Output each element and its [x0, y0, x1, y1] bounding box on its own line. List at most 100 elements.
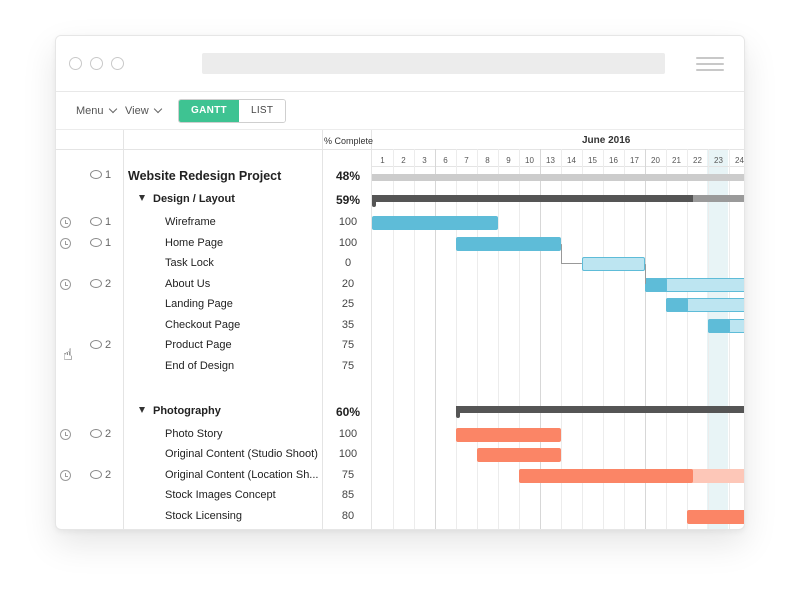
collapse-triangle-icon[interactable]	[139, 407, 145, 413]
percent-complete-value: 35	[341, 319, 355, 331]
comments-count[interactable]: 2	[90, 469, 111, 481]
pct-complete-header: % Complete	[324, 136, 374, 146]
task-name[interactable]: About Us	[165, 278, 210, 290]
dependency-line[interactable]	[645, 264, 646, 284]
comment-bubble-icon	[90, 217, 102, 226]
menu-dropdown[interactable]: Menu	[76, 104, 117, 117]
app-window: Menu View GANTT LIST % Complete June 201…	[55, 35, 745, 530]
task-name[interactable]: Original Content (Location Sh...	[165, 469, 318, 481]
clock-icon[interactable]	[60, 217, 71, 228]
group-summary-progress[interactable]	[372, 195, 693, 202]
task-bar-studio-shoot[interactable]	[477, 448, 561, 462]
dependency-line[interactable]	[561, 263, 582, 264]
percent-complete-value: 20	[341, 278, 355, 290]
chevron-down-icon	[153, 104, 162, 114]
day-label: 16	[609, 156, 618, 165]
gantt-tab[interactable]: GANTT	[179, 100, 239, 122]
view-label: View	[125, 105, 149, 117]
project-name[interactable]: Website Redesign Project	[128, 169, 281, 183]
group-name[interactable]: Design / Layout	[139, 193, 235, 205]
clock-icon[interactable]	[60, 470, 71, 481]
row-label-text: About Us	[165, 278, 211, 290]
row-label-text: Landing Page	[165, 298, 233, 310]
row-label-text: Original Content (Location Sh...	[165, 469, 319, 481]
task-name[interactable]: End of Design	[165, 360, 234, 372]
today-highlight-column	[707, 149, 728, 529]
percent-complete-value: 100	[338, 428, 358, 440]
comments-number: 2	[105, 469, 112, 481]
comments-count[interactable]: 1	[90, 237, 111, 249]
task-bar-photo-story[interactable]	[456, 428, 561, 442]
clock-icon[interactable]	[60, 429, 71, 440]
comments-count[interactable]: 2	[90, 278, 111, 290]
toolbar: Menu View GANTT LIST	[56, 92, 744, 130]
view-dropdown[interactable]: View	[125, 104, 162, 117]
group-name[interactable]: Photography	[139, 405, 221, 417]
row-label-text: Wireframe	[165, 216, 216, 228]
task-bar-task-lock[interactable]	[582, 257, 645, 271]
project-summary-bar[interactable]	[372, 174, 744, 181]
task-bar-about-us[interactable]	[645, 278, 667, 292]
clock-icon[interactable]	[60, 238, 71, 249]
task-name[interactable]: Wireframe	[165, 216, 216, 228]
dependency-line[interactable]	[561, 244, 562, 264]
day-label: 14	[567, 156, 576, 165]
day-label: 10	[525, 156, 534, 165]
percent-complete-value: 75	[341, 469, 355, 481]
day-label: 9	[506, 156, 511, 165]
percent-complete-value: 100	[338, 448, 358, 460]
task-bar-checkout-page[interactable]	[708, 319, 730, 333]
comments-number: 1	[105, 216, 112, 228]
day-label: 8	[485, 156, 490, 165]
task-name[interactable]: Checkout Page	[165, 319, 240, 331]
day-label: 2	[401, 156, 406, 165]
task-bar-landing-page[interactable]	[666, 298, 688, 312]
task-name[interactable]: Stock Licensing	[165, 510, 242, 522]
day-label: 6	[443, 156, 448, 165]
maximize-window-dot[interactable]	[111, 57, 124, 70]
collapse-triangle-icon[interactable]	[139, 195, 145, 201]
row-label-text: Checkout Page	[165, 319, 241, 331]
task-name[interactable]: Stock Images Concept	[165, 489, 276, 501]
task-bar-wireframe[interactable]	[372, 216, 498, 230]
row-label-text: Website Redesign Project	[128, 169, 282, 183]
task-name[interactable]: Photo Story	[165, 428, 222, 440]
task-bar-location-shoot[interactable]	[519, 469, 693, 483]
day-label: 7	[464, 156, 469, 165]
hamburger-menu-icon[interactable]	[696, 57, 724, 71]
task-name[interactable]: Home Page	[165, 237, 223, 249]
minimize-window-dot[interactable]	[90, 57, 103, 70]
task-name[interactable]: Task Lock	[165, 257, 214, 269]
comments-number: 1	[105, 237, 112, 249]
comments-count[interactable]: 2	[90, 428, 111, 440]
comments-count[interactable]: 2	[90, 339, 111, 351]
group-summary-start-tick[interactable]	[372, 195, 376, 207]
close-window-dot[interactable]	[69, 57, 82, 70]
month-header: June 2016	[582, 135, 631, 146]
task-bar-stock-licensing[interactable]	[687, 510, 744, 524]
group-summary-bar[interactable]	[456, 406, 744, 413]
list-tab[interactable]: LIST	[238, 100, 286, 122]
day-label: 1	[380, 156, 385, 165]
percent-complete-value: 60%	[335, 405, 361, 419]
chevron-down-icon	[108, 104, 117, 114]
day-label: 23	[714, 156, 723, 165]
day-label: 15	[588, 156, 597, 165]
address-bar[interactable]	[202, 53, 665, 74]
task-name[interactable]: Landing Page	[165, 298, 233, 310]
comments-number: 1	[105, 169, 112, 181]
day-label: 24	[735, 156, 744, 165]
task-name[interactable]: Original Content (Studio Shoot)	[165, 448, 318, 460]
comment-bubble-icon	[90, 238, 102, 247]
comments-count[interactable]: 1	[90, 169, 111, 181]
row-label-text: Stock Licensing	[165, 510, 243, 522]
day-label: 20	[651, 156, 660, 165]
task-bar-home-page[interactable]	[456, 237, 561, 251]
task-name[interactable]: Product Page	[165, 339, 232, 351]
menu-label: Menu	[76, 105, 104, 117]
clock-icon[interactable]	[60, 279, 71, 290]
percent-complete-value: 25	[341, 298, 355, 310]
comments-count[interactable]: 1	[90, 216, 111, 228]
group-summary-start-tick[interactable]	[456, 406, 460, 418]
day-label: 17	[630, 156, 639, 165]
